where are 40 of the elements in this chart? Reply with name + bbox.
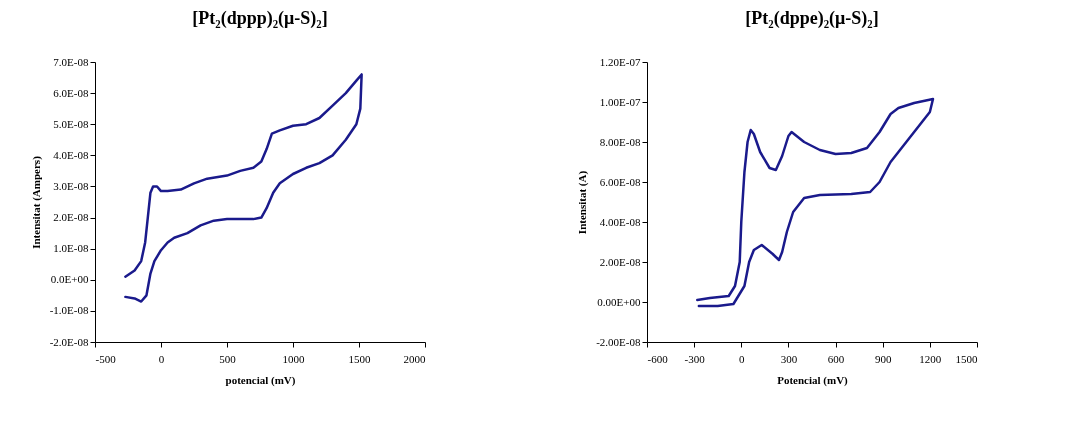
y-tick-label: 6.00E-08 (599, 175, 641, 188)
y-tick-label: -2.00E-08 (596, 335, 641, 348)
line-series (124, 73, 363, 303)
x-tick-label: 1000 (282, 352, 305, 365)
chart-title: [Pt₂(dppe)₂(μ-S)₂] (745, 8, 879, 29)
y-tick-label: 6.0E-08 (53, 86, 89, 99)
y-tick-label: 8.00E-08 (599, 135, 641, 148)
x-tick-label: 1200 (919, 352, 942, 365)
y-tick-label: 3.0E-08 (53, 179, 89, 192)
y-tick-label: 2.0E-08 (53, 211, 89, 224)
y-tick-label: 4.00E-08 (599, 215, 641, 228)
x-tick-label: -500 (95, 352, 117, 365)
x-tick-label: 1500 (348, 352, 371, 365)
y-tick-label: 1.0E-08 (53, 242, 89, 255)
x-tick-label: 900 (874, 352, 892, 365)
chart-title: [Pt₂(dppp)₂(μ-S)₂] (192, 8, 328, 29)
y-tick-label: -1.0E-08 (49, 304, 89, 317)
y-tick-label: 1.00E-07 (599, 95, 641, 108)
y-axis-title: Intensitat (Ampers) (29, 155, 43, 249)
y-tick-label: 2.00E-08 (599, 255, 641, 268)
x-tick-label: 600 (827, 352, 845, 365)
y-tick-label: 4.0E-08 (53, 148, 89, 161)
x-tick-label: 2000 (403, 352, 426, 365)
x-axis-title: potencial (mV) (225, 373, 296, 387)
y-axis-title: Intensitat (A) (576, 170, 590, 235)
y-tick-label: 0.0E+00 (50, 273, 89, 286)
x-tick-label: -600 (647, 352, 669, 365)
x-tick-label: 0 (158, 352, 165, 365)
x-tick-label: 500 (219, 352, 237, 365)
y-tick-label: 1.20E-07 (599, 55, 641, 68)
y-tick-label: -2.0E-08 (49, 335, 89, 348)
y-tick-label: 0.00E+00 (597, 295, 641, 308)
x-axis-title: Potencial (mV) (777, 373, 849, 387)
line-series (696, 97, 935, 308)
x-tick-label: 300 (780, 352, 798, 365)
y-tick-label: 5.0E-08 (53, 117, 89, 130)
y-tick-label: 7.0E-08 (53, 55, 89, 68)
x-tick-label: 0 (739, 352, 746, 365)
x-tick-label: -300 (684, 352, 706, 365)
x-tick-label: 1500 (955, 352, 978, 365)
